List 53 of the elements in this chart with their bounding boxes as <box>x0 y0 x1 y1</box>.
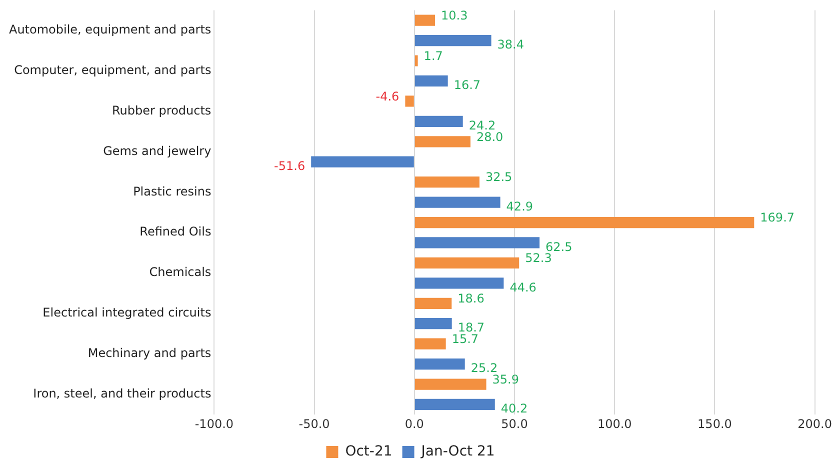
x-tick-label: -50.0 <box>298 416 330 431</box>
bar <box>311 156 414 168</box>
bar <box>414 298 452 309</box>
data-label: 10.3 <box>441 8 468 22</box>
y-tick-label: Iron, steel, and their products <box>33 386 212 401</box>
y-tick-label: Electrical integrated circuits <box>42 306 212 320</box>
x-tick-label: 0.0 <box>404 416 424 431</box>
data-label: 44.6 <box>510 280 536 294</box>
bar <box>414 257 520 269</box>
data-label: 38.4 <box>497 38 524 52</box>
y-tick-label: Gems and jewelry <box>103 144 212 158</box>
y-tick-label: Automobile, equipment and parts <box>8 22 212 37</box>
bar <box>414 116 463 127</box>
bar <box>414 14 436 26</box>
data-label: 52.3 <box>525 251 552 266</box>
bar <box>414 398 495 410</box>
y-tick-label: Chemicals <box>149 265 212 280</box>
bar <box>414 338 446 350</box>
legend-label: Oct-21 <box>345 444 392 460</box>
bar <box>405 96 414 107</box>
data-label: 169.7 <box>760 210 795 225</box>
x-tick-label: 150.0 <box>698 416 732 431</box>
bar <box>414 278 504 289</box>
bar <box>414 75 448 87</box>
x-tick-label: 200.0 <box>798 416 832 431</box>
bar <box>414 378 486 390</box>
bar <box>414 216 754 228</box>
y-tick-label: Computer, equipment, and parts <box>14 62 212 77</box>
bar <box>414 55 418 66</box>
legend-label: Jan-Oct 21 <box>420 444 495 460</box>
data-label: 32.5 <box>485 170 512 184</box>
data-label: 42.9 <box>506 199 534 214</box>
data-label: 16.7 <box>454 78 481 92</box>
bar <box>414 176 480 188</box>
bar <box>414 358 465 370</box>
data-label: 1.7 <box>424 48 443 63</box>
x-tick-label: 50.0 <box>501 416 528 431</box>
data-label: 62.5 <box>546 240 572 254</box>
bar <box>414 318 452 330</box>
bar <box>414 196 500 208</box>
data-label: -4.6 <box>376 89 400 104</box>
y-tick-label: Rubber products <box>112 103 212 118</box>
data-label: -51.6 <box>274 158 306 173</box>
bar <box>414 136 470 148</box>
y-tick-label: Refined Oils <box>140 224 212 239</box>
y-tick-label: Mechinary and parts <box>88 346 212 360</box>
x-tick-label: 100.0 <box>597 416 632 431</box>
data-label: 40.2 <box>500 402 528 416</box>
data-label: 18.6 <box>458 292 484 306</box>
bar <box>414 237 540 248</box>
x-tick-label: -100.0 <box>194 416 234 431</box>
bar <box>414 34 492 46</box>
y-tick-label: Plastic resins <box>133 184 212 198</box>
